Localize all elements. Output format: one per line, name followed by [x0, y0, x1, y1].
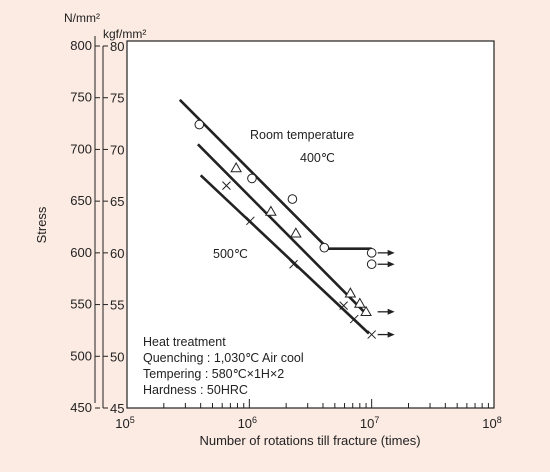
x-axis: 105 106 107 108 — [115, 399, 502, 431]
right-tick-label: 45 — [110, 401, 124, 416]
right-tick-label: 55 — [110, 298, 124, 313]
left-tick-label: 800 — [70, 38, 92, 53]
right-tick-label: 65 — [110, 194, 124, 209]
series-layer — [178, 98, 395, 339]
runout-point-circle — [366, 248, 377, 258]
x-tick-label: 105 — [115, 415, 134, 431]
heat-treatment-title: Heat treatment — [143, 335, 226, 349]
data-point-triangle — [344, 287, 357, 298]
left-tick-label: 750 — [70, 90, 92, 105]
data-point-triangle — [265, 205, 277, 216]
tempering-note: Tempering : 580℃×1H×2 — [143, 367, 284, 381]
series-line — [199, 174, 370, 335]
right-tick-label: 80 — [110, 39, 124, 54]
hardness-note: Hardness : 50HRC — [143, 383, 248, 397]
heat-treatment-note: Heat treatment Quenching : 1,030℃ Air co… — [143, 335, 304, 397]
runout-arrowhead — [387, 331, 395, 338]
data-point-cross — [339, 301, 348, 310]
series-label-500c: 500℃ — [213, 247, 248, 261]
left-unit-label: N/mm² — [64, 11, 100, 25]
series-cross — [199, 174, 395, 339]
left-tick-label: 550 — [70, 297, 92, 312]
data-point-circle — [287, 194, 298, 204]
data-point-circle — [194, 119, 205, 130]
quenching-note: Quenching : 1,030℃ Air cool — [143, 351, 304, 365]
data-point-triangle — [230, 162, 242, 173]
data-point-triangle — [360, 305, 372, 317]
right-tick-label: 60 — [110, 246, 124, 261]
right-axis: 45 50 55 60 65 70 75 80 — [102, 39, 124, 416]
data-point-cross — [289, 259, 298, 269]
right-unit-label: kgf/mm² — [103, 27, 146, 41]
series-circle — [178, 98, 395, 270]
series-line — [196, 143, 369, 316]
runout-arrowhead — [387, 261, 395, 268]
x-tick-label: 108 — [482, 415, 501, 431]
data-point-cross — [246, 216, 255, 226]
data-point-cross — [222, 181, 231, 190]
data-point-cross — [367, 330, 377, 339]
left-tick-label: 600 — [70, 245, 92, 260]
left-tick-label: 700 — [70, 141, 92, 156]
left-axis: 450 500 550 600 650 700 750 800 — [70, 36, 100, 415]
data-point-circle — [247, 173, 257, 184]
data-point-circle — [319, 242, 330, 253]
runout-arrowhead — [387, 249, 395, 256]
left-tick-label: 450 — [70, 400, 92, 415]
right-tick-label: 70 — [110, 142, 124, 157]
right-tick-label: 50 — [110, 349, 124, 364]
data-point-triangle — [353, 297, 366, 308]
runout-point-circle — [366, 259, 377, 270]
data-point-cross — [349, 314, 359, 324]
y-axis-title: Stress — [34, 206, 49, 243]
series-label-400c: 400℃ — [300, 151, 335, 165]
x-tick-label: 107 — [360, 415, 379, 431]
x-axis-title: Number of rotations till fracture (times… — [199, 433, 420, 448]
data-point-triangle — [289, 227, 302, 238]
x-tick-label: 106 — [238, 415, 257, 431]
left-tick-label: 500 — [70, 348, 92, 363]
series-label-room-temperature: Room temperature — [250, 128, 354, 142]
series-triangle — [196, 143, 395, 317]
plot-area — [126, 40, 495, 409]
runout-arrowhead — [387, 308, 395, 315]
right-tick-label: 75 — [110, 91, 124, 106]
left-tick-label: 650 — [70, 193, 92, 208]
